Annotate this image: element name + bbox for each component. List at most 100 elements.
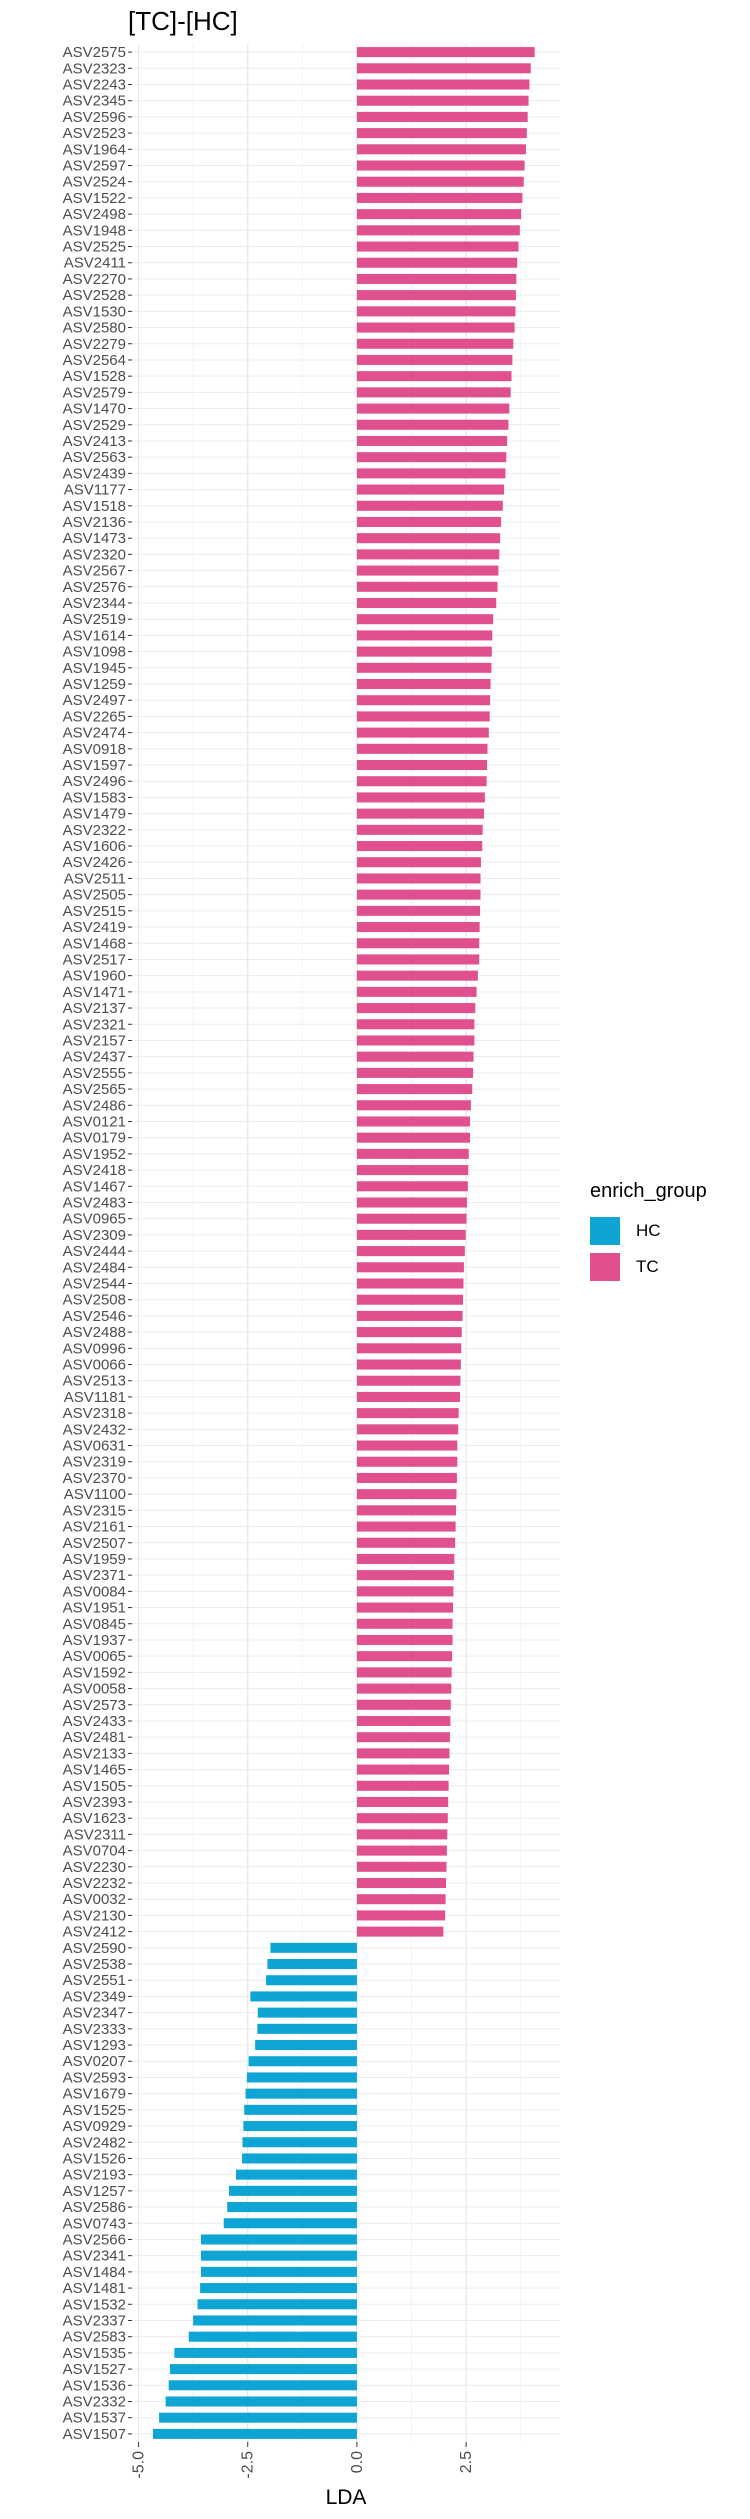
y-tick-label: ASV1952 — [63, 1146, 126, 1163]
bar-asv2538 — [267, 1958, 357, 1970]
y-tick-label: ASV1522 — [63, 190, 126, 207]
y-tick-label: ASV2565 — [63, 1081, 126, 1098]
bar-asv2513 — [356, 1375, 461, 1386]
y-tick-label: ASV2566 — [63, 2231, 126, 2248]
y-tick-label: ASV1959 — [63, 1551, 126, 1568]
y-tick-label: ASV1536 — [63, 2377, 126, 2394]
y-tick-label: ASV2433 — [63, 1713, 126, 1730]
y-tick-label: ASV1465 — [63, 1762, 126, 1779]
bar-asv2523 — [356, 128, 527, 139]
bar-asv2482 — [242, 2137, 357, 2148]
y-tick-label: ASV2497 — [63, 692, 126, 709]
y-tick-label: ASV2538 — [63, 1956, 126, 1973]
legend-swatch-hc — [590, 1217, 620, 1245]
bar-asv2371 — [356, 1570, 454, 1581]
bar-asv1945 — [356, 662, 492, 673]
bar-asv1937 — [356, 1634, 453, 1645]
bar-asv1679 — [245, 2088, 357, 2099]
bar-asv1257 — [228, 2185, 357, 2196]
y-tick-label: ASV2563 — [63, 449, 126, 466]
y-tick-label: ASV0965 — [63, 1211, 126, 1228]
legend-item-tc: TC — [590, 1249, 707, 1285]
bar-asv2580 — [356, 322, 515, 333]
bar-asv2309 — [356, 1229, 466, 1240]
y-tick-label: ASV2575 — [63, 44, 126, 61]
y-tick-label: ASV2439 — [63, 465, 126, 482]
y-tick-label: ASV2482 — [63, 2134, 126, 2151]
bar-asv2193 — [235, 2169, 357, 2180]
bar-asv1505 — [356, 1780, 449, 1791]
legend: enrich_group HC TC — [590, 1180, 707, 1285]
bar-asv0996 — [356, 1343, 462, 1354]
y-tick-label: ASV2513 — [63, 1373, 126, 1390]
y-tick-label: ASV0207 — [63, 2053, 126, 2070]
y-tick-label: ASV2573 — [63, 1697, 126, 1714]
bar-asv0065 — [356, 1651, 453, 1662]
y-tick-label: ASV2505 — [63, 887, 126, 904]
bar-asv2575 — [356, 47, 535, 58]
y-tick-label: ASV2515 — [63, 903, 126, 920]
y-tick-label: ASV2157 — [63, 1032, 126, 1049]
bar-asv1098 — [356, 646, 492, 657]
y-tick-label: ASV2345 — [63, 93, 126, 110]
y-tick-label: ASV2564 — [63, 352, 126, 369]
bar-asv2511 — [356, 873, 481, 884]
x-tick-label: 0.0 — [349, 2451, 366, 2473]
y-tick-label: ASV1535 — [63, 2345, 126, 2362]
bar-asv2337 — [193, 2315, 357, 2326]
y-tick-label: ASV2279 — [63, 336, 126, 353]
y-tick-label: ASV1532 — [63, 2296, 126, 2313]
y-tick-label: ASV2481 — [63, 1729, 126, 1746]
bar-asv1177 — [356, 484, 505, 495]
bar-asv2488 — [356, 1327, 462, 1338]
y-tick-label: ASV2586 — [63, 2199, 126, 2216]
bar-asv0179 — [356, 1132, 471, 1143]
bar-asv2432 — [356, 1424, 459, 1435]
bar-asv2279 — [356, 338, 514, 349]
y-tick-label: ASV2580 — [63, 320, 126, 337]
bar-asv1181 — [356, 1391, 460, 1402]
bar-asv1952 — [356, 1148, 469, 1159]
y-tick-label: ASV1951 — [63, 1600, 126, 1617]
bar-asv1537 — [159, 2412, 357, 2423]
y-tick-label: ASV1583 — [63, 789, 126, 806]
y-tick-label: ASV0743 — [63, 2215, 126, 2232]
y-tick-label: ASV2130 — [63, 1907, 126, 1924]
bar-asv2590 — [270, 1942, 357, 1953]
bar-asv1948 — [356, 225, 520, 236]
bar-asv2481 — [356, 1732, 450, 1743]
bar-asv2136 — [356, 516, 502, 528]
y-tick-label: ASV2193 — [63, 2167, 126, 2184]
bar-asv1467 — [356, 1181, 468, 1192]
y-tick-label: ASV2322 — [63, 822, 126, 839]
y-tick-label: ASV2525 — [63, 239, 126, 256]
y-tick-label: ASV2161 — [63, 1519, 126, 1536]
bar-asv2393 — [356, 1796, 449, 1808]
legend-item-hc: HC — [590, 1213, 707, 1249]
y-tick-label: ASV1473 — [63, 530, 126, 547]
bar-asv2579 — [356, 387, 511, 398]
bar-asv2265 — [356, 711, 490, 722]
y-tick-label: ASV1623 — [63, 1810, 126, 1827]
bar-asv2270 — [356, 273, 517, 284]
y-tick-label: ASV0066 — [63, 1357, 126, 1374]
bar-asv2426 — [356, 857, 481, 868]
y-tick-label: ASV2347 — [63, 2005, 126, 2022]
y-tick-label: ASV2590 — [63, 1940, 126, 1957]
bar-asv1951 — [356, 1602, 453, 1613]
y-tick-label: ASV2593 — [63, 2069, 126, 2086]
y-tick-label: ASV2511 — [64, 870, 126, 887]
bar-asv1535 — [174, 2347, 357, 2358]
bar-asv2505 — [356, 889, 481, 900]
bar-asv2341 — [201, 2250, 357, 2261]
bar-asv2413 — [356, 435, 508, 446]
bars — [152, 47, 535, 2439]
y-tick-label: ASV1960 — [63, 968, 126, 985]
bar-asv1479 — [356, 808, 485, 819]
y-tick-label: ASV2483 — [63, 1194, 126, 1211]
y-tick-label: ASV1518 — [63, 498, 126, 515]
y-tick-label: ASV0084 — [63, 1583, 126, 1600]
bar-asv2319 — [356, 1456, 458, 1467]
y-tick-label: ASV2426 — [63, 854, 126, 871]
y-tick-label: ASV2232 — [63, 1875, 126, 1892]
